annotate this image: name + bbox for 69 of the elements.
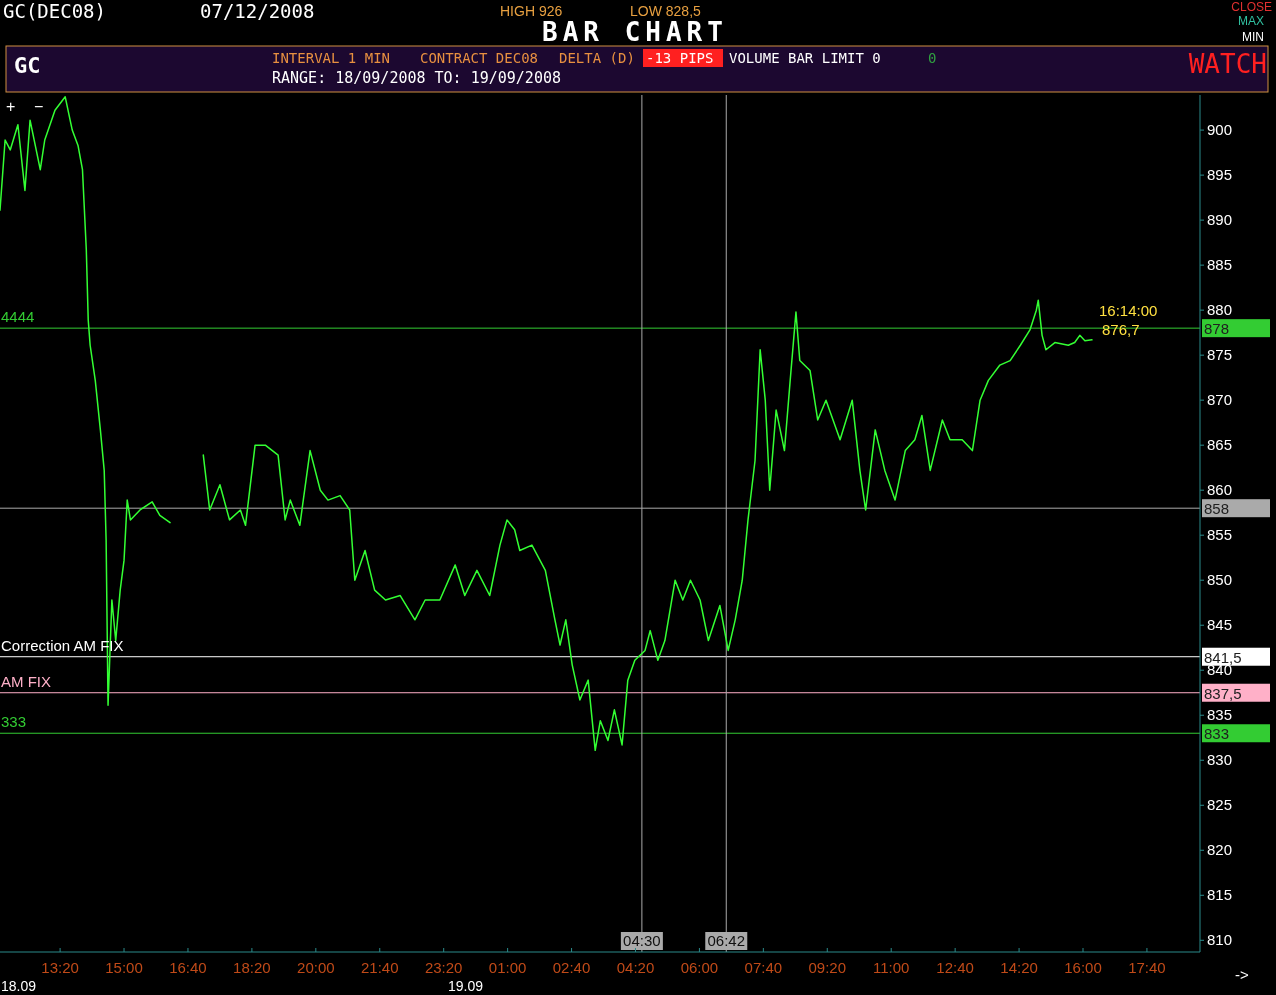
x-tick-label: 20:00 — [297, 959, 335, 976]
text: INTERVAL 1 MIN — [272, 50, 391, 66]
x-tick-label: 12:40 — [936, 959, 974, 976]
text: WATCH — [1188, 49, 1267, 79]
x-tick-label: 16:00 — [1064, 959, 1102, 976]
ref-line-label: 06:42 — [707, 932, 746, 949]
x-tick-label: 11:00 — [872, 959, 910, 976]
text: -> — [1235, 966, 1249, 983]
text: DELTA (D) — [559, 50, 635, 66]
text: LOW 828,5 — [630, 3, 702, 19]
x-tick-label: 16:40 — [169, 959, 207, 976]
ref-line-label: 04:30 — [623, 932, 661, 949]
ref-line-label: 858 — [1204, 500, 1230, 518]
x-tick-label: 23:20 — [424, 959, 463, 976]
annotation: 876,7 — [1101, 320, 1140, 338]
ref-line-label: 878 — [1204, 320, 1230, 338]
annotation: 333 — [1, 713, 27, 731]
y-tick-label: 875 — [1207, 346, 1233, 364]
text: GC(DEC08) — [3, 0, 106, 22]
y-tick-label: 870 — [1207, 391, 1233, 409]
ref-line-label: 837,5 — [1204, 684, 1242, 702]
x-tick-label: 13:20 — [41, 959, 79, 976]
x-tick-label: 02:40 — [552, 959, 591, 976]
text: RANGE: 18/09/2008 TO: 19/09/2008 — [272, 69, 561, 87]
annotation: − — [34, 98, 44, 115]
x-tick-label: 17:40 — [1128, 959, 1166, 976]
x-tick-label: 01:00 — [488, 959, 527, 976]
text: 18.09 — [1, 978, 37, 994]
y-tick-label: 830 — [1207, 751, 1233, 769]
x-tick-label: 21:40 — [360, 959, 399, 976]
text: HIGH 926 — [500, 3, 563, 19]
x-tick-label: 06:00 — [680, 959, 719, 976]
y-tick-label: 880 — [1207, 301, 1233, 319]
text: 07/12/2008 — [200, 0, 315, 22]
text: MIN — [1242, 30, 1264, 44]
text: 19.09 — [448, 978, 484, 994]
y-tick-label: 900 — [1207, 121, 1233, 139]
annotation: AM FIX — [1, 672, 52, 690]
y-tick-label: 895 — [1207, 166, 1233, 184]
x-tick-label: 15:00 — [105, 959, 143, 976]
y-tick-label: 855 — [1207, 526, 1233, 544]
y-tick-label: 835 — [1207, 706, 1233, 724]
y-tick-label: 845 — [1207, 616, 1233, 634]
y-tick-label: 860 — [1207, 481, 1233, 499]
text: GC — [14, 53, 41, 78]
text: CONTRACT DEC08 — [420, 50, 539, 66]
text: -13 PIPS — [646, 50, 714, 66]
y-tick-label: 885 — [1207, 256, 1233, 274]
y-tick-label: 865 — [1207, 436, 1233, 454]
text: CLOSE — [1231, 0, 1272, 14]
ref-line-label: 833 — [1204, 725, 1230, 743]
y-tick-label: 815 — [1207, 886, 1233, 904]
x-tick-label: 09:20 — [808, 959, 847, 976]
annotation: + — [6, 98, 16, 115]
y-tick-label: 810 — [1207, 931, 1233, 949]
annotation: 16:14:00 — [1098, 301, 1158, 319]
x-tick-label: 04:20 — [616, 959, 655, 976]
y-tick-label: 890 — [1207, 211, 1233, 229]
chart-title: BAR CHART — [542, 17, 728, 47]
text: VOLUME BAR LIMIT 0 — [729, 50, 881, 66]
text: 0 — [928, 50, 937, 66]
y-tick-label: 850 — [1207, 571, 1233, 589]
x-tick-label: 07:40 — [744, 959, 783, 976]
y-tick-label: 825 — [1207, 796, 1233, 814]
y-tick-label: 820 — [1207, 841, 1233, 859]
x-tick-label: 18:20 — [233, 959, 271, 976]
annotation: 4444 — [1, 308, 35, 326]
x-tick-label: 14:20 — [1000, 959, 1038, 976]
text: MAX — [1237, 14, 1264, 28]
